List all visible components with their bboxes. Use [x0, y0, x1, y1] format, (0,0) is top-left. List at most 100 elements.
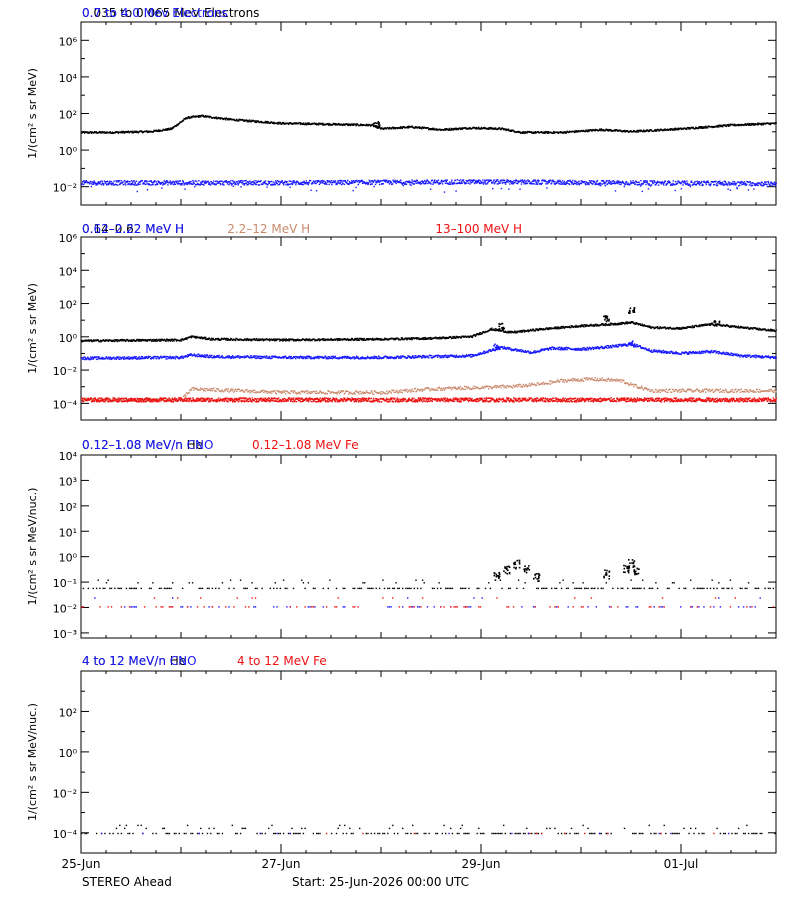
data-point — [293, 180, 296, 182]
data-point — [553, 130, 555, 133]
data-point — [600, 183, 602, 185]
data-point — [752, 124, 755, 126]
data-point — [141, 339, 143, 341]
data-point — [358, 182, 360, 184]
data-point — [269, 340, 271, 342]
data-point — [109, 180, 111, 182]
data-point — [104, 181, 106, 183]
data-point — [613, 181, 616, 183]
data-point — [138, 338, 140, 341]
data-point — [180, 184, 182, 186]
data-point — [338, 123, 340, 125]
data-point — [422, 337, 424, 339]
data-point — [186, 118, 188, 120]
data-point — [385, 338, 387, 341]
data-point — [761, 185, 763, 187]
data-point — [253, 356, 256, 359]
data-point — [321, 123, 323, 125]
data-point — [316, 180, 318, 182]
data-point — [175, 340, 178, 342]
data-point — [593, 324, 595, 326]
data-point — [609, 129, 611, 132]
data-point — [188, 117, 191, 120]
data-point — [739, 181, 741, 183]
data-point — [497, 330, 499, 332]
data-point — [128, 181, 130, 183]
data-point — [657, 129, 660, 131]
data-point — [125, 358, 127, 360]
data-point — [234, 182, 237, 184]
data-point — [487, 181, 489, 184]
data-point — [523, 329, 525, 331]
data-point — [594, 183, 596, 186]
data-point — [444, 179, 446, 182]
data-point — [204, 355, 206, 357]
data-point — [107, 183, 110, 186]
data-point — [84, 358, 86, 361]
data-point — [339, 124, 341, 126]
data-point — [444, 337, 446, 340]
data-point — [405, 337, 407, 339]
data-point — [755, 327, 757, 329]
data-point — [734, 326, 737, 329]
data-point — [361, 179, 363, 181]
data-point — [748, 327, 751, 330]
data-point — [644, 181, 647, 183]
data-point — [91, 183, 93, 185]
data-point — [452, 129, 455, 131]
data-point — [337, 338, 340, 340]
data-point — [418, 182, 421, 185]
data-point — [684, 182, 687, 184]
data-point — [361, 337, 363, 340]
data-point — [250, 357, 252, 359]
data-point — [504, 331, 506, 333]
data-point — [169, 181, 171, 184]
data-point — [480, 126, 482, 129]
data-point — [346, 355, 348, 358]
data-point — [371, 337, 374, 340]
data-point — [553, 181, 555, 183]
data-point — [429, 182, 431, 184]
data-point — [353, 358, 355, 360]
data-point — [125, 184, 127, 186]
data-point — [307, 183, 309, 185]
data-point — [210, 339, 212, 341]
data-point — [208, 116, 210, 119]
data-point — [374, 125, 376, 128]
data-point — [370, 124, 373, 126]
data-point — [118, 181, 120, 183]
data-point — [328, 122, 330, 125]
data-point — [454, 128, 456, 131]
data-point — [198, 115, 201, 117]
data-point — [515, 131, 518, 133]
data-point — [597, 183, 599, 186]
y-ticks — [81, 236, 776, 421]
data-point — [399, 181, 402, 184]
data-point — [574, 131, 576, 134]
data-point — [124, 339, 126, 341]
data-point — [428, 128, 430, 131]
data-point — [131, 132, 133, 134]
data-point — [493, 179, 495, 181]
data-point — [325, 356, 327, 358]
data-point — [591, 130, 593, 132]
data-point — [565, 132, 567, 134]
data-point — [491, 182, 493, 184]
data-point — [374, 355, 377, 358]
data-point — [738, 181, 740, 184]
data-point — [475, 128, 477, 130]
data-point — [148, 356, 150, 359]
data-point — [274, 183, 277, 186]
data-point — [278, 122, 280, 124]
data-point — [138, 181, 141, 183]
data-point — [587, 182, 590, 184]
y-tick-label: 10⁰ — [59, 145, 78, 158]
data-point — [249, 355, 252, 357]
data-point — [299, 183, 302, 185]
data-point — [484, 181, 486, 183]
data-point — [171, 340, 174, 342]
data-point — [268, 356, 270, 359]
data-point — [544, 180, 547, 182]
data-point — [92, 358, 95, 360]
